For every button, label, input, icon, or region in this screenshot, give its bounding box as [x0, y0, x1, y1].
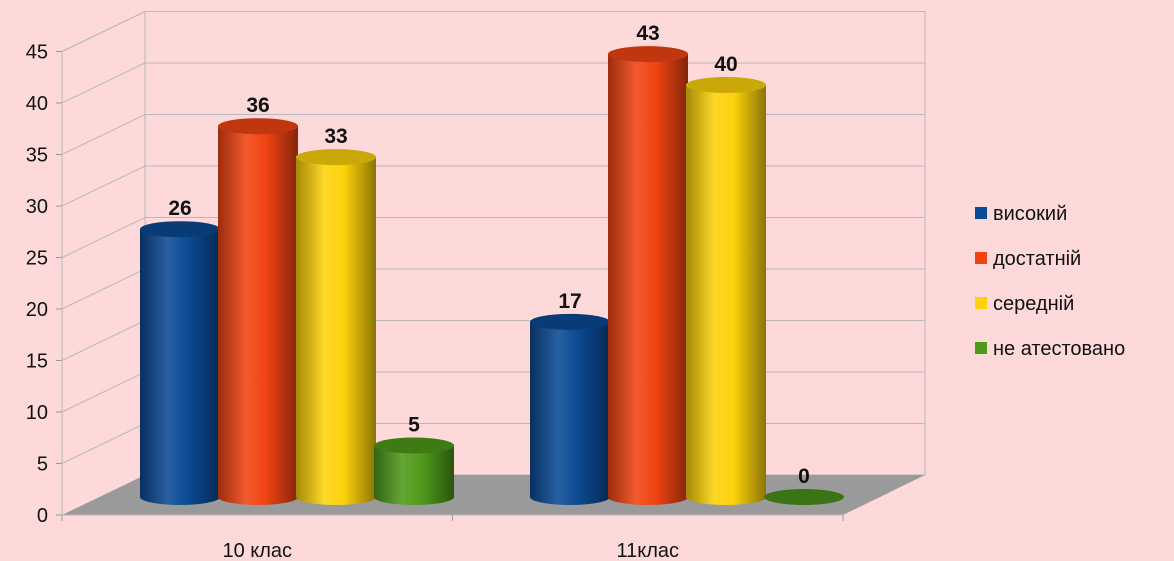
x-tick-label: 10 клас	[222, 540, 292, 561]
bar-body	[374, 445, 454, 505]
y-tick-label: 35	[26, 145, 48, 167]
y-tick-label: 20	[26, 299, 48, 321]
bar-body	[686, 85, 766, 505]
y-tick-label: 40	[26, 93, 48, 115]
y-tick-label: 15	[26, 351, 48, 373]
bar	[374, 437, 454, 505]
data-labels: 26 36 33 5 17 43 40 0	[168, 22, 810, 488]
bar-top	[530, 313, 610, 330]
bar-top	[764, 489, 844, 505]
data-label: 33	[324, 125, 347, 148]
gridline-side	[61, 423, 146, 464]
y-tick-label: 45	[26, 42, 48, 64]
bar-body	[296, 157, 376, 505]
bar-body	[530, 321, 610, 505]
data-label: 0	[798, 465, 810, 488]
bars	[140, 46, 844, 505]
x-tick-label: 11клас	[616, 540, 679, 561]
legend-swatch	[975, 297, 987, 309]
bar-top	[140, 221, 220, 238]
bar-top	[218, 118, 298, 135]
bar-body	[608, 54, 688, 505]
bar	[686, 77, 766, 505]
gridline-side	[61, 320, 146, 361]
legend-label: не атестовано	[993, 338, 1125, 360]
gridline-side	[61, 11, 146, 52]
bar-top	[374, 437, 454, 454]
bar	[218, 118, 298, 505]
data-label: 26	[168, 197, 191, 220]
bar-top	[686, 77, 766, 93]
gridline-side	[61, 114, 146, 155]
legend-swatch	[975, 252, 987, 264]
data-label: 40	[714, 53, 737, 76]
bar	[296, 149, 376, 505]
bar	[530, 313, 610, 505]
y-tick-label: 5	[37, 454, 48, 476]
legend-label: достатній	[993, 248, 1081, 270]
gridline-side	[61, 217, 146, 258]
legend-swatch	[975, 207, 987, 219]
legend-swatch	[975, 342, 987, 354]
bar-top	[296, 149, 376, 166]
gridline-side	[61, 62, 146, 104]
y-tick-label: 10	[26, 402, 48, 424]
gridline-side	[61, 371, 146, 413]
data-label: 17	[558, 290, 581, 313]
bar-body	[218, 126, 298, 505]
bar	[608, 46, 688, 505]
bar	[764, 489, 844, 505]
legend-label: високий	[993, 203, 1067, 225]
bar-top	[608, 46, 688, 63]
y-tick-label: 0	[37, 505, 48, 527]
data-label: 5	[408, 414, 420, 437]
data-label: 36	[246, 94, 269, 117]
y-tick-label: 30	[26, 196, 48, 218]
gridline-side	[61, 165, 146, 207]
legend: високий достатній середній не атестовано	[975, 203, 1125, 360]
gridline-side	[61, 268, 146, 310]
axes: 0 5 10 15 20 25 30 35 40 45 10 клас 11клас	[26, 42, 844, 561]
bar	[140, 221, 220, 505]
data-label: 43	[636, 22, 659, 45]
y-tick-label: 25	[26, 248, 48, 270]
legend-label: середній	[993, 293, 1074, 315]
bar-body	[140, 229, 220, 505]
